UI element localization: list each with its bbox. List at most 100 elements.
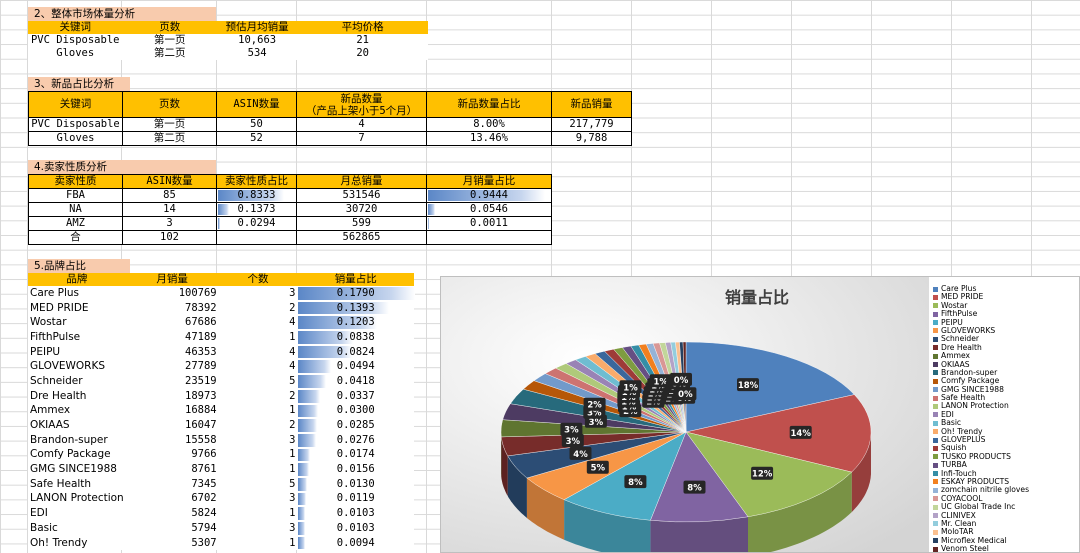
- cell[interactable]: 85: [122, 188, 217, 203]
- cell[interactable]: Gloves: [56, 47, 95, 59]
- cell[interactable]: 0.0156: [297, 462, 414, 477]
- cell[interactable]: 0.0103: [297, 506, 414, 521]
- cell[interactable]: 0.0337: [297, 389, 414, 404]
- cell[interactable]: 0.0276: [297, 433, 414, 448]
- pie-slice[interactable]: [685, 341, 855, 433]
- cell[interactable]: 23519: [185, 374, 217, 387]
- cell[interactable]: 1: [289, 330, 296, 343]
- cell[interactable]: 0.8333: [216, 188, 297, 203]
- cell[interactable]: 第二页: [122, 131, 217, 146]
- cell[interactable]: FBA: [28, 188, 123, 203]
- cell[interactable]: 8761: [191, 463, 217, 476]
- cell[interactable]: [216, 230, 297, 245]
- cell[interactable]: 第一页: [122, 117, 217, 132]
- cell[interactable]: 第一页: [153, 34, 186, 46]
- cell[interactable]: 0.0130: [297, 477, 414, 492]
- cell[interactable]: 5794: [191, 521, 217, 534]
- cell[interactable]: Comfy Package: [30, 448, 111, 461]
- cell[interactable]: 10,663: [238, 34, 277, 46]
- cell[interactable]: 46353: [185, 345, 217, 358]
- cell[interactable]: 5: [289, 477, 296, 490]
- cell[interactable]: 0.0824: [297, 345, 414, 360]
- cell[interactable]: 217,779: [551, 117, 632, 132]
- cell[interactable]: 0.0294: [216, 216, 297, 231]
- cell[interactable]: 1: [289, 536, 296, 549]
- cell[interactable]: 0.0103: [297, 521, 414, 536]
- cell[interactable]: NA: [28, 202, 123, 217]
- cell[interactable]: 20: [356, 47, 369, 59]
- cell[interactable]: 30720: [296, 202, 427, 217]
- cell[interactable]: 27789: [185, 360, 217, 373]
- cell[interactable]: 0.0011: [426, 216, 552, 231]
- pie-slice[interactable]: [685, 394, 872, 473]
- cell[interactable]: 14: [122, 202, 217, 217]
- cell[interactable]: PVC Disposable: [28, 117, 123, 132]
- cell[interactable]: Gloves: [28, 131, 123, 146]
- cell[interactable]: 16047: [185, 419, 217, 432]
- cell[interactable]: AMZ: [28, 216, 123, 231]
- cell[interactable]: 第二页: [153, 47, 186, 59]
- cell[interactable]: 5307: [191, 536, 217, 549]
- cell[interactable]: Care Plus: [30, 286, 80, 299]
- cell[interactable]: 7: [296, 131, 427, 146]
- cell[interactable]: 52: [216, 131, 297, 146]
- cell[interactable]: 3: [289, 492, 296, 505]
- cell[interactable]: 9,788: [551, 131, 632, 146]
- cell[interactable]: Oh! Trendy: [30, 536, 88, 549]
- cell[interactable]: 3: [289, 433, 296, 446]
- cell[interactable]: 0.0119: [297, 492, 414, 507]
- cell[interactable]: 0.1393: [297, 301, 414, 316]
- cell[interactable]: 16884: [185, 404, 217, 417]
- cell[interactable]: 0.1373: [216, 202, 297, 217]
- cell[interactable]: [426, 230, 552, 245]
- cell[interactable]: 0.0546: [426, 202, 552, 217]
- cell[interactable]: Safe Health: [30, 477, 92, 490]
- cell[interactable]: 599: [296, 216, 427, 231]
- cell[interactable]: 1: [289, 507, 296, 520]
- cell[interactable]: 562865: [296, 230, 427, 245]
- cell[interactable]: 0.0285: [297, 418, 414, 433]
- cell[interactable]: FifthPulse: [30, 330, 81, 343]
- cell[interactable]: 0.0174: [297, 448, 414, 463]
- cell[interactable]: 0.0494: [297, 359, 414, 374]
- cell[interactable]: 78392: [185, 301, 217, 314]
- cell[interactable]: MED PRIDE: [30, 301, 89, 314]
- cell[interactable]: 0.0418: [297, 374, 414, 389]
- cell[interactable]: 531546: [296, 188, 427, 203]
- cell[interactable]: 1: [289, 404, 296, 417]
- cell[interactable]: 67686: [185, 316, 217, 329]
- cell[interactable]: 2: [289, 389, 296, 402]
- pie-slice[interactable]: [650, 431, 749, 523]
- cell[interactable]: 合: [28, 230, 123, 245]
- cell[interactable]: 9766: [191, 448, 217, 461]
- cell[interactable]: 18973: [185, 389, 217, 402]
- cell[interactable]: 47189: [185, 330, 217, 343]
- cell[interactable]: 0.0094: [297, 536, 414, 551]
- cell[interactable]: 7345: [191, 477, 217, 490]
- cell[interactable]: 50: [216, 117, 297, 132]
- cell[interactable]: 4: [289, 360, 296, 373]
- cell[interactable]: Basic: [30, 521, 58, 534]
- cell[interactable]: 0.9444: [426, 188, 552, 203]
- cell[interactable]: Dre Health: [30, 389, 87, 402]
- cell[interactable]: Ammex: [30, 404, 71, 417]
- cell[interactable]: 13.46%: [426, 131, 552, 146]
- cell[interactable]: 1: [289, 463, 296, 476]
- cell[interactable]: 3: [289, 286, 296, 299]
- cell[interactable]: Brandon-super: [30, 433, 108, 446]
- cell[interactable]: 534: [247, 47, 267, 59]
- cell[interactable]: GMG SINCE1988: [30, 463, 117, 476]
- cell[interactable]: PVC Disposable: [30, 34, 120, 46]
- cell[interactable]: 2: [289, 301, 296, 314]
- cell[interactable]: 5: [289, 374, 296, 387]
- cell[interactable]: 100769: [178, 286, 217, 299]
- cell[interactable]: 0.0300: [297, 404, 414, 419]
- cell[interactable]: 4: [296, 117, 427, 132]
- cell[interactable]: Wostar: [30, 316, 67, 329]
- cell[interactable]: OKIAAS: [30, 419, 70, 432]
- cell[interactable]: 2: [289, 419, 296, 432]
- cell[interactable]: 21: [356, 34, 369, 46]
- cell[interactable]: 15558: [185, 433, 217, 446]
- cell[interactable]: 8.00%: [426, 117, 552, 132]
- sales-share-chart[interactable]: 销量占比 18%14%12%8%8%5%4%3%3%3%3%2%2%1%1%1%…: [440, 276, 1080, 553]
